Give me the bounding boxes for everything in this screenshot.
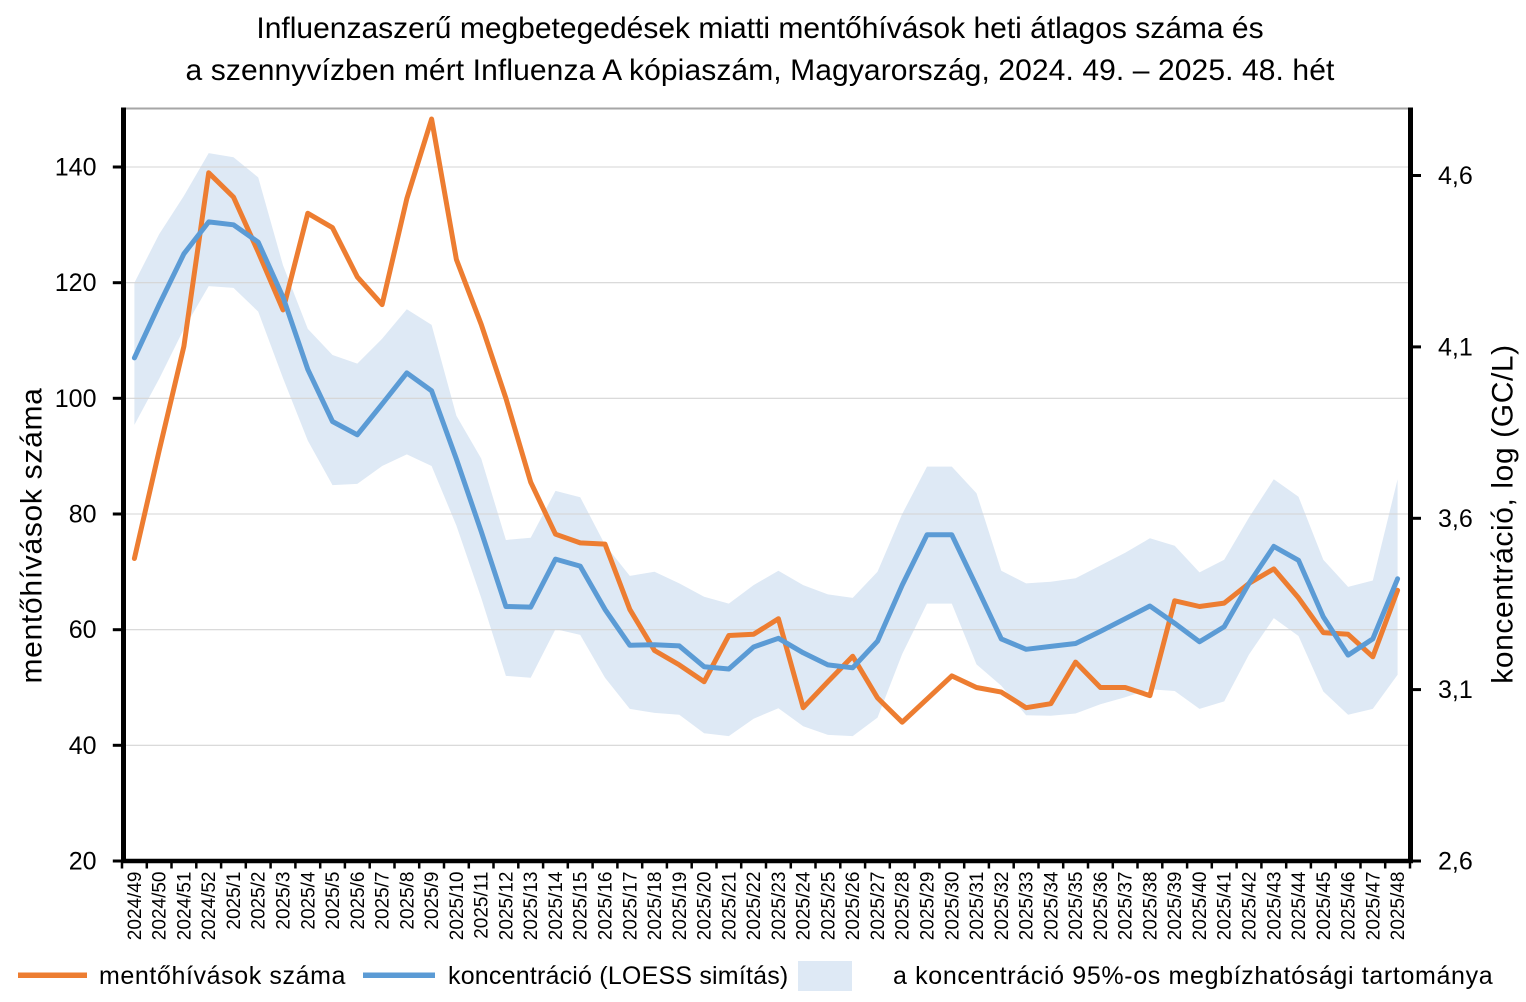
svg-text:40: 40 bbox=[69, 732, 97, 760]
svg-text:100: 100 bbox=[55, 385, 97, 413]
svg-text:2025/20: 2025/20 bbox=[695, 872, 716, 941]
svg-text:2025/15: 2025/15 bbox=[571, 872, 592, 941]
svg-text:2025/19: 2025/19 bbox=[670, 872, 691, 941]
svg-text:2025/41: 2025/41 bbox=[1215, 872, 1236, 941]
svg-text:4,1: 4,1 bbox=[1438, 333, 1473, 361]
svg-text:2025/17: 2025/17 bbox=[620, 872, 641, 941]
svg-text:2024/51: 2024/51 bbox=[174, 872, 195, 941]
svg-text:2025/16: 2025/16 bbox=[596, 872, 617, 941]
svg-text:2025/11: 2025/11 bbox=[472, 872, 493, 939]
svg-text:2025/7: 2025/7 bbox=[373, 872, 394, 930]
svg-text:2025/30: 2025/30 bbox=[942, 872, 963, 941]
svg-text:2025/5: 2025/5 bbox=[323, 872, 344, 930]
svg-text:2025/6: 2025/6 bbox=[348, 872, 369, 930]
svg-text:2025/26: 2025/26 bbox=[843, 872, 864, 941]
svg-text:20: 20 bbox=[69, 848, 97, 876]
svg-text:2025/21: 2025/21 bbox=[719, 872, 740, 941]
svg-text:2025/25: 2025/25 bbox=[818, 872, 839, 941]
svg-text:2025/12: 2025/12 bbox=[496, 872, 517, 941]
svg-text:2025/3: 2025/3 bbox=[274, 872, 295, 930]
svg-text:2025/18: 2025/18 bbox=[645, 872, 666, 941]
svg-text:koncentráció, log (GC/L): koncentráció, log (GC/L) bbox=[1487, 344, 1520, 684]
svg-text:2024/52: 2024/52 bbox=[199, 872, 220, 941]
svg-text:2025/13: 2025/13 bbox=[521, 872, 542, 941]
svg-text:a koncentráció 95%-os megbízha: a koncentráció 95%-os megbízhatósági tar… bbox=[893, 962, 1493, 990]
svg-text:2025/4: 2025/4 bbox=[298, 871, 319, 930]
svg-text:2,6: 2,6 bbox=[1438, 848, 1473, 876]
svg-text:2025/43: 2025/43 bbox=[1264, 872, 1285, 941]
svg-text:2025/23: 2025/23 bbox=[769, 872, 790, 941]
svg-text:2025/37: 2025/37 bbox=[1116, 872, 1137, 941]
svg-text:koncentráció (LOESS simítás): koncentráció (LOESS simítás) bbox=[448, 962, 788, 990]
svg-text:2025/1: 2025/1 bbox=[224, 872, 245, 930]
svg-text:2025/2: 2025/2 bbox=[249, 872, 270, 930]
svg-text:2025/31: 2025/31 bbox=[967, 872, 988, 941]
svg-text:140: 140 bbox=[55, 154, 97, 182]
svg-text:2025/47: 2025/47 bbox=[1363, 872, 1384, 941]
svg-text:60: 60 bbox=[69, 616, 97, 644]
svg-text:mentőhívások száma: mentőhívások száma bbox=[16, 387, 49, 683]
svg-text:2025/46: 2025/46 bbox=[1339, 872, 1360, 941]
svg-text:2025/22: 2025/22 bbox=[744, 872, 765, 941]
svg-text:2025/10: 2025/10 bbox=[447, 872, 468, 941]
svg-text:2025/33: 2025/33 bbox=[1017, 872, 1038, 941]
svg-text:2025/14: 2025/14 bbox=[546, 871, 567, 940]
svg-text:2025/8: 2025/8 bbox=[397, 872, 418, 930]
svg-text:2025/42: 2025/42 bbox=[1240, 872, 1261, 941]
svg-text:2025/38: 2025/38 bbox=[1140, 872, 1161, 941]
svg-text:2025/9: 2025/9 bbox=[422, 872, 443, 930]
svg-text:Influenzaszerű megbetegedések: Influenzaszerű megbetegedések miatti men… bbox=[256, 12, 1263, 45]
svg-text:2025/27: 2025/27 bbox=[868, 872, 889, 941]
svg-text:2025/24: 2025/24 bbox=[794, 871, 815, 940]
svg-text:2025/40: 2025/40 bbox=[1190, 872, 1211, 941]
svg-text:2025/34: 2025/34 bbox=[1041, 871, 1062, 940]
svg-text:2025/36: 2025/36 bbox=[1091, 872, 1112, 941]
svg-text:2025/48: 2025/48 bbox=[1388, 872, 1409, 941]
svg-text:a szennyvízben mért Influenza: a szennyvízben mért Influenza A kópiaszá… bbox=[186, 54, 1335, 87]
svg-text:2024/49: 2024/49 bbox=[125, 872, 146, 941]
svg-text:2025/29: 2025/29 bbox=[918, 872, 939, 941]
svg-text:2025/44: 2025/44 bbox=[1289, 871, 1310, 940]
svg-text:2025/32: 2025/32 bbox=[992, 872, 1013, 941]
svg-text:3,1: 3,1 bbox=[1438, 676, 1473, 704]
svg-text:120: 120 bbox=[55, 269, 97, 297]
svg-text:2025/45: 2025/45 bbox=[1314, 872, 1335, 941]
svg-text:3,6: 3,6 bbox=[1438, 505, 1473, 533]
svg-text:80: 80 bbox=[69, 501, 97, 529]
svg-text:mentőhívások száma: mentőhívások száma bbox=[99, 962, 346, 990]
svg-text:2025/35: 2025/35 bbox=[1066, 872, 1087, 941]
svg-text:4,6: 4,6 bbox=[1438, 162, 1473, 190]
svg-text:2025/28: 2025/28 bbox=[893, 872, 914, 941]
svg-text:2024/50: 2024/50 bbox=[150, 872, 171, 941]
svg-text:2025/39: 2025/39 bbox=[1165, 872, 1186, 941]
